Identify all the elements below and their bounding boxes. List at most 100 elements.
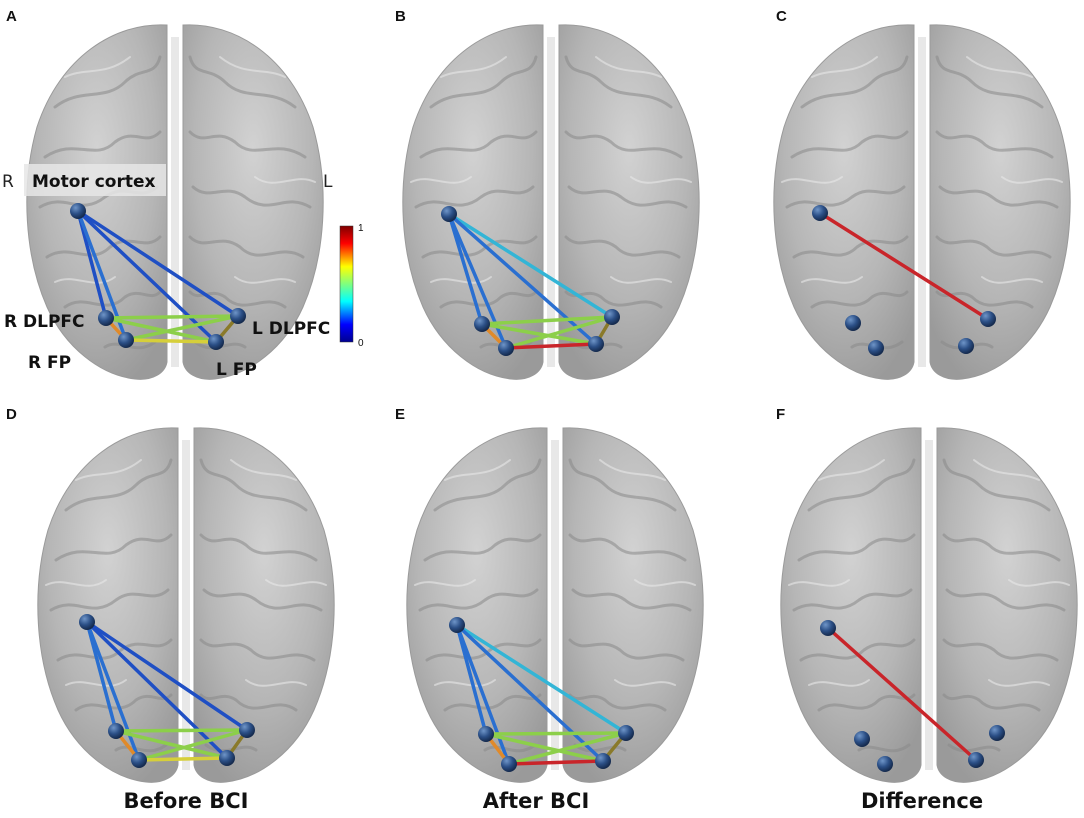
panel-letter-d: D — [6, 406, 17, 423]
motor-label-box — [24, 164, 166, 196]
connection-line — [447, 212, 614, 319]
ldlpfc-label: L DLPFC — [252, 319, 330, 339]
panel-e: E — [395, 406, 705, 784]
node-ldlpfc — [230, 308, 246, 324]
panel-letter-c: C — [776, 8, 787, 25]
panel-c: C — [772, 8, 1072, 381]
connection-line — [114, 728, 249, 733]
node-motor — [449, 617, 465, 633]
colorbar-max: 1 — [358, 223, 364, 234]
network-e — [449, 617, 634, 772]
connection-line — [455, 623, 511, 766]
node-motor — [820, 620, 836, 636]
node-rfp — [877, 756, 893, 772]
node-ldlpfc — [618, 725, 634, 741]
panel-letter-f: F — [776, 406, 785, 423]
node-lfp — [219, 750, 235, 766]
connection-line — [104, 314, 240, 320]
colorbar-ramp — [339, 225, 354, 343]
connection-line — [484, 732, 605, 763]
node-ldlpfc — [989, 725, 1005, 741]
colorbar-min: 0 — [358, 338, 364, 349]
node-rfp — [501, 756, 517, 772]
connection-line — [76, 209, 218, 344]
connection-line — [455, 623, 605, 763]
connection-line — [507, 731, 628, 766]
connection-line — [480, 322, 598, 346]
connection-line — [447, 212, 484, 326]
node-rdlpfc — [98, 310, 114, 326]
node-lfp — [588, 336, 604, 352]
node-rdlpfc — [474, 316, 490, 332]
network-c — [812, 205, 996, 356]
right-side-label: R — [2, 172, 14, 192]
connection-line — [85, 620, 249, 732]
node-rfp — [118, 332, 134, 348]
connection-line — [455, 623, 628, 735]
node-rdlpfc — [854, 731, 870, 747]
node-motor — [79, 614, 95, 630]
brain-b — [401, 23, 701, 381]
node-rdlpfc — [108, 723, 124, 739]
panel-letter-a: A — [6, 8, 17, 25]
connection-line — [480, 315, 614, 326]
node-ldlpfc — [239, 722, 255, 738]
connection-line — [124, 314, 240, 342]
node-motor — [812, 205, 828, 221]
node-rdlpfc — [845, 315, 861, 331]
node-rdlpfc — [478, 726, 494, 742]
rfp-label: R FP — [28, 353, 71, 373]
node-ldlpfc — [604, 309, 620, 325]
connection-line — [137, 728, 249, 762]
connection-line — [826, 626, 978, 762]
panel-d: D — [6, 406, 336, 784]
connection-line — [114, 729, 229, 760]
node-ldlpfc — [980, 311, 996, 327]
connection-line — [447, 212, 598, 346]
node-rfp — [868, 340, 884, 356]
network-a — [70, 203, 246, 350]
node-lfp — [595, 753, 611, 769]
node-rfp — [498, 340, 514, 356]
connection-line — [484, 731, 628, 736]
connection-line — [504, 315, 614, 350]
connection-line — [85, 620, 141, 762]
colorbar: 1 0 — [339, 223, 364, 349]
connection-line — [124, 338, 218, 344]
panel-b: B — [395, 8, 701, 381]
node-lfp — [958, 338, 974, 354]
network-f — [820, 620, 1005, 772]
network-b — [441, 206, 620, 356]
connection-line — [507, 759, 605, 766]
node-lfp — [968, 752, 984, 768]
panel-a: A Motor cortex R L R DLPFC L DLPFC R FP … — [2, 8, 364, 381]
node-lfp — [208, 334, 224, 350]
connection-line — [137, 756, 229, 762]
rdlpfc-label: R DLPFC — [4, 312, 85, 332]
connection-line — [85, 620, 229, 760]
brain-f — [779, 426, 1079, 784]
connection-line — [76, 209, 240, 318]
node-motor — [441, 206, 457, 222]
brain-c — [772, 23, 1072, 381]
brain-e — [405, 426, 705, 784]
connection-line — [76, 209, 108, 320]
connection-line — [504, 342, 598, 350]
panel-f: F — [776, 406, 1079, 784]
motor-cortex-label: Motor cortex — [32, 172, 156, 192]
before-bci-title: Before BCI — [124, 789, 249, 813]
panel-letter-e: E — [395, 406, 405, 423]
connection-line — [104, 316, 218, 344]
node-rfp — [131, 752, 147, 768]
after-bci-title: After BCI — [483, 789, 590, 813]
network-d — [79, 614, 255, 768]
connection-line — [818, 211, 990, 321]
node-motor — [70, 203, 86, 219]
panel-letter-b: B — [395, 8, 406, 25]
difference-title: Difference — [861, 789, 983, 813]
connection-line — [85, 620, 118, 733]
left-side-label: L — [323, 172, 333, 192]
lfp-label: L FP — [216, 360, 257, 380]
connection-line — [455, 623, 488, 736]
